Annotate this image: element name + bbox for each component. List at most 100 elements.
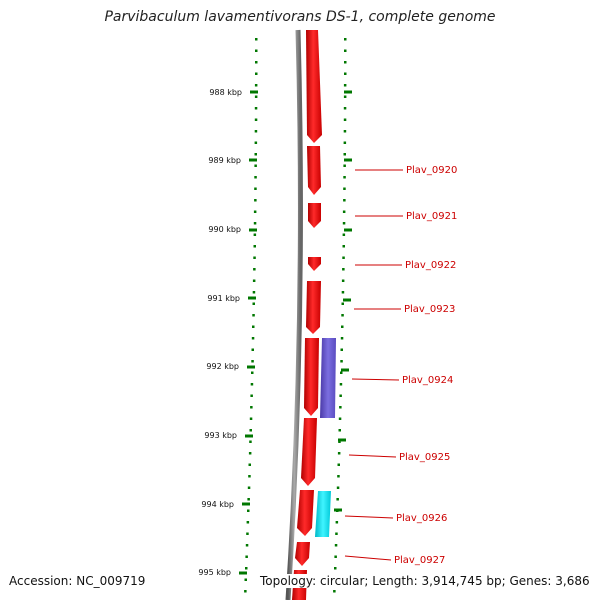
leader-line (348, 454, 397, 458)
minor-tick (342, 245, 345, 248)
minor-tick (244, 578, 247, 581)
gene-label[interactable]: Plav_0924 (402, 375, 453, 386)
minor-tick (253, 256, 256, 259)
minor-tick (341, 279, 345, 282)
genome-summary-text: Topology: circular; Length: 3,914,745 bp… (258, 574, 592, 588)
minor-tick (252, 291, 256, 294)
minor-tick (251, 371, 254, 374)
minor-tick (251, 360, 254, 363)
minor-tick (249, 417, 253, 420)
leader-line (344, 515, 394, 519)
gene-arrow[interactable] (308, 203, 321, 228)
minor-tick (338, 429, 341, 432)
leader-line (351, 378, 400, 381)
minor-tick (247, 509, 250, 512)
gene-arrow[interactable] (306, 281, 321, 334)
minor-tick (343, 199, 346, 202)
minor-tick (343, 164, 346, 167)
minor-tick (255, 38, 258, 41)
minor-tick (335, 521, 339, 524)
minor-tick (254, 153, 257, 156)
minor-tick (336, 498, 339, 501)
gene-label[interactable]: Plav_0925 (399, 452, 450, 463)
minor-tick (253, 245, 256, 248)
kbp-label: 991 kbp (207, 294, 240, 303)
minor-tick (255, 61, 258, 64)
gene-block-purple[interactable] (320, 338, 336, 418)
gene-label-leaders (344, 169, 403, 561)
minor-tick (250, 394, 253, 397)
gene-arrow[interactable] (304, 338, 319, 416)
minor-tick (343, 176, 346, 179)
genome-backbone (285, 29, 303, 600)
minor-tick (254, 176, 257, 179)
gene-label[interactable]: Plav_0927 (394, 555, 445, 566)
gene-label[interactable]: Plav_0920 (406, 165, 457, 176)
accession-text: Accession: NC_009719 (7, 574, 148, 588)
minor-tick (253, 233, 257, 236)
minor-tick (250, 383, 254, 386)
minor-tick (336, 486, 340, 489)
minor-tick (254, 95, 258, 98)
minor-tick (254, 164, 257, 167)
minor-tick (343, 187, 346, 190)
minor-tick (341, 314, 344, 317)
minor-tick (254, 118, 258, 121)
minor-tick (340, 371, 343, 374)
minor-tick (253, 210, 257, 213)
minor-tick (337, 463, 340, 466)
gene-label[interactable]: Plav_0922 (405, 260, 456, 271)
minor-tick (342, 233, 346, 236)
minor-tick (340, 360, 343, 363)
minor-tick (245, 567, 248, 570)
gene-arrow[interactable] (297, 490, 314, 536)
minor-tick (341, 291, 345, 294)
minor-tick (334, 567, 337, 570)
minor-tick (344, 72, 347, 75)
minor-tick (343, 118, 347, 121)
minor-tick (339, 406, 342, 409)
minor-tick (249, 440, 252, 443)
minor-tick (344, 49, 347, 52)
minor-tick (343, 130, 347, 133)
minor-tick (254, 187, 257, 190)
minor-tick (344, 38, 347, 41)
gene-arrow[interactable] (307, 146, 321, 195)
kbp-label: 995 kbp (198, 568, 231, 577)
minor-tick (334, 555, 337, 558)
gene-arrow[interactable] (301, 418, 317, 486)
minor-tick (342, 256, 345, 259)
minor-tick (245, 555, 248, 558)
minor-tick (247, 486, 251, 489)
minor-tick (251, 348, 254, 351)
gene-arrow[interactable] (308, 257, 321, 271)
gene-label[interactable]: Plav_0926 (396, 513, 447, 524)
minor-tick (342, 210, 346, 213)
minor-tick (252, 325, 255, 328)
minor-tick (254, 141, 258, 144)
kbp-label: 988 kbp (209, 88, 242, 97)
minor-tick (343, 153, 346, 156)
minor-tick (342, 222, 346, 225)
minor-tick (254, 84, 258, 87)
kbp-label: 993 kbp (204, 431, 237, 440)
minor-tick (248, 463, 251, 466)
minor-tick (341, 325, 344, 328)
kbp-label: 989 kbp (208, 156, 241, 165)
gene-label[interactable]: Plav_0921 (406, 211, 457, 222)
minor-tick (343, 141, 347, 144)
minor-tick (255, 49, 258, 52)
minor-tick (343, 95, 347, 98)
gene-arrow[interactable] (295, 542, 310, 566)
minor-tick (337, 475, 340, 478)
minor-tick (343, 107, 347, 110)
gene-block-cyan[interactable] (315, 491, 331, 537)
gene-label[interactable]: Plav_0923 (404, 304, 455, 315)
minor-tick (341, 302, 344, 305)
minor-tick (342, 268, 345, 271)
gene-arrow[interactable] (306, 30, 322, 143)
left-tick-track (244, 38, 258, 593)
minor-tick (339, 394, 342, 397)
minor-tick (334, 544, 338, 547)
